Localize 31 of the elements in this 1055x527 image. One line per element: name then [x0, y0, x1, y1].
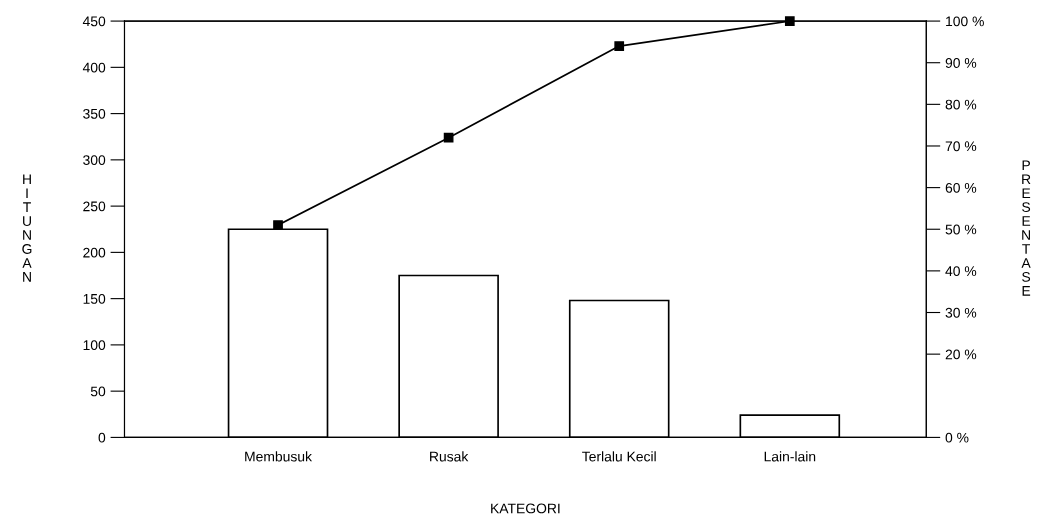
- text: PRESENTASE: [1021, 160, 1031, 296]
- y2-tick-label: 80 %: [945, 99, 977, 110]
- y2-tick-label: 50 %: [945, 224, 977, 235]
- y-tick-label: 200: [83, 247, 106, 258]
- y2-tick-label: 100 %: [946, 16, 984, 27]
- point: [273, 220, 283, 230]
- point: [443, 132, 454, 143]
- y2-tick-label: 70 %: [945, 141, 977, 152]
- y2-tick-label: 40 %: [945, 266, 977, 277]
- y2-tick-label: 0 %: [945, 432, 969, 443]
- y-tick-label: 450: [82, 16, 106, 27]
- y-tick-label: 300: [83, 155, 106, 166]
- x-tick-label: Rusak: [430, 451, 469, 462]
- point: [784, 16, 795, 26]
- x-tick-label: Terlalu Kecil: [582, 451, 656, 462]
- y-tick-label: 0: [98, 432, 106, 443]
- y2-tick-label: 30 %: [945, 307, 977, 318]
- x-tick-label: Lain-lain: [764, 451, 816, 462]
- y-tick-label: 350: [83, 108, 106, 119]
- y-tick-label: 400: [82, 62, 106, 73]
- y2-tick-label: 60 %: [945, 182, 977, 193]
- x-tick-label: Membusuk: [245, 451, 313, 462]
- y2-tick-label: 20 %: [945, 349, 977, 360]
- point: [614, 41, 625, 51]
- y-tick-label: 50: [90, 386, 106, 397]
- x-axis-title: KATEGORI: [491, 503, 560, 514]
- y2-tick-label: 90 %: [945, 58, 977, 68]
- y-tick-label: 250: [83, 201, 106, 212]
- y-tick-label: 100: [83, 340, 106, 351]
- y-tick-label: 150: [83, 293, 106, 304]
- y-axis-title: HITUNGAN: [22, 174, 32, 282]
